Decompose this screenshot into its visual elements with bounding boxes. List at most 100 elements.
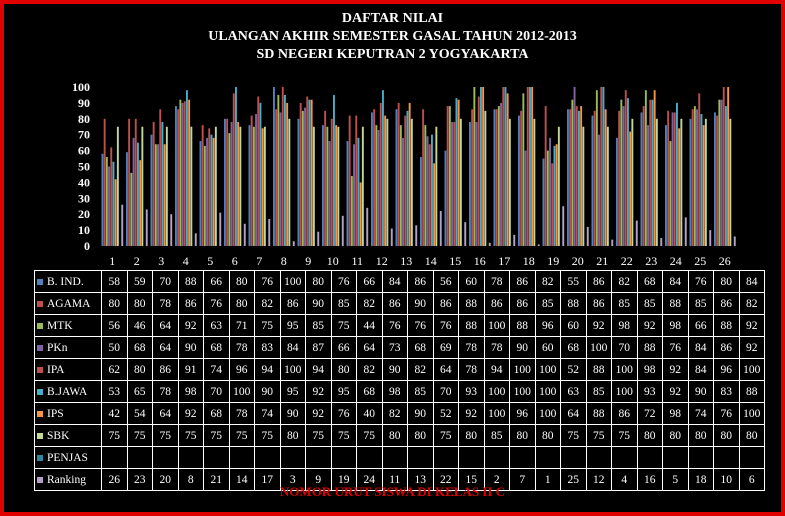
table-cell: 82 <box>356 358 383 381</box>
bar-mtk-student-7 <box>252 126 255 246</box>
bar-agama-student-4 <box>177 109 180 246</box>
bar-ipa-student-21 <box>600 87 603 246</box>
bar-ips-student-26 <box>727 87 730 246</box>
bar-pkn-student-10 <box>328 141 331 246</box>
bar-pkn-student-13 <box>402 137 404 246</box>
table-row: Ranking 26 23 20 8 21 14 17 3 9 19 24 11 13 22 15 2 7 1 25 1… <box>34 468 765 491</box>
bar-ips-student-5 <box>212 137 215 246</box>
bar-b-ind--student-23 <box>640 112 643 246</box>
table-cell: 95 <box>279 314 306 337</box>
legend-label: IPS <box>47 407 64 420</box>
table-cell: 94 <box>254 358 281 381</box>
table-cell: 71 <box>228 314 255 337</box>
bar-b-ind--student-3 <box>150 134 153 246</box>
table-cell: 56 <box>101 314 128 337</box>
bar-ranking-student-22 <box>635 220 638 246</box>
table-cell: 96 <box>509 402 536 425</box>
bar-b-ind--student-19 <box>542 158 545 246</box>
bar-sbk-student-10 <box>337 126 340 246</box>
x-tick-label: 22 <box>621 254 633 268</box>
table-cell: 75 <box>152 424 179 447</box>
bar-b-jawa-student-1 <box>112 161 115 246</box>
table-cell: 91 <box>177 358 204 381</box>
table-cell: 95 <box>330 380 357 403</box>
table-cell: 86 <box>713 336 740 359</box>
x-tick-label: 26 <box>719 254 731 268</box>
bar-ipa-student-23 <box>649 99 652 246</box>
table-cell: 75 <box>432 424 459 447</box>
table-cell: 78 <box>483 270 510 293</box>
table-cell <box>305 446 332 469</box>
x-tick-label: 7 <box>256 254 262 268</box>
table-cell: 100 <box>534 380 561 403</box>
legend-entry: PKn <box>34 336 102 359</box>
bar-ips-student-23 <box>653 90 656 247</box>
bar-ips-student-20 <box>580 106 583 246</box>
bar-ips-student-13 <box>408 102 411 247</box>
bar-ranking-student-14 <box>439 211 442 246</box>
table-cell: 53 <box>101 380 128 403</box>
table-cell: 86 <box>585 292 612 315</box>
table-cell: 66 <box>330 336 357 359</box>
table-cell: 84 <box>738 270 765 293</box>
table-row: AGAMA 80 80 78 86 76 80 82 86 90 85 82 86 90 86 88 86 86 8… <box>34 292 765 315</box>
bar-ipa-student-8 <box>281 87 284 246</box>
legend-entry: SBK <box>34 424 102 447</box>
legend-swatch <box>37 388 43 395</box>
table-cell: 76 <box>432 314 459 337</box>
bar-b-jawa-student-6 <box>235 87 237 246</box>
bar-ipa-student-22 <box>624 90 627 247</box>
x-tick-label: 19 <box>547 254 559 268</box>
bar-pkn-student-22 <box>622 106 625 246</box>
bar-mtk-student-4 <box>179 99 182 246</box>
bar-sbk-student-2 <box>141 126 144 246</box>
table-cell: 80 <box>687 424 714 447</box>
bar-agama-student-24 <box>667 110 670 246</box>
table-cell <box>177 446 204 469</box>
bar-pkn-student-2 <box>132 137 135 246</box>
table-cell: 63 <box>203 314 230 337</box>
table-cell: 88 <box>713 314 740 337</box>
table-cell: 73 <box>381 336 408 359</box>
table-cell: 76 <box>407 314 434 337</box>
bar-pkn-student-11 <box>353 144 355 246</box>
table-row: PENJAS <box>34 446 765 469</box>
table-cell: 70 <box>432 380 459 403</box>
bar-ipa-student-12 <box>379 102 382 247</box>
table-cell: 80 <box>228 292 255 315</box>
table-cell: 54 <box>126 402 153 425</box>
table-cell: 88 <box>636 336 663 359</box>
table-cell: 76 <box>662 336 689 359</box>
legend-label: Ranking <box>47 473 86 486</box>
bar-agama-student-11 <box>348 115 351 247</box>
bar-ranking-student-23 <box>660 238 663 246</box>
bar-mtk-student-15 <box>448 106 451 246</box>
bar-ips-student-2 <box>139 160 142 246</box>
bar-sbk-student-12 <box>386 118 389 246</box>
table-cell <box>381 446 408 469</box>
table-cell: 50 <box>101 336 128 359</box>
table-cell: 76 <box>330 402 357 425</box>
bar-ips-student-9 <box>310 99 313 246</box>
bar-mtk-student-6 <box>228 133 231 246</box>
bar-sbk-student-15 <box>459 118 462 246</box>
y-tick-label: 80 <box>78 112 90 126</box>
table-cell <box>458 446 485 469</box>
table-cell <box>560 446 587 469</box>
table-cell: 68 <box>203 402 230 425</box>
legend-entry: B.JAWA <box>34 380 102 403</box>
table-cell: 90 <box>381 358 408 381</box>
table-cell: 90 <box>407 402 434 425</box>
table-cell: 100 <box>585 336 612 359</box>
legend-swatch <box>37 476 43 483</box>
bar-mtk-student-3 <box>154 144 157 246</box>
table-cell: 68 <box>356 380 383 403</box>
x-tick-label: 2 <box>134 254 140 268</box>
table-cell: 100 <box>534 358 561 381</box>
bar-ranking-student-20 <box>586 226 589 246</box>
x-tick-label: 13 <box>400 254 412 268</box>
table-cell: 80 <box>636 424 663 447</box>
x-tick-label: 21 <box>596 254 608 268</box>
table-cell: 88 <box>585 402 612 425</box>
